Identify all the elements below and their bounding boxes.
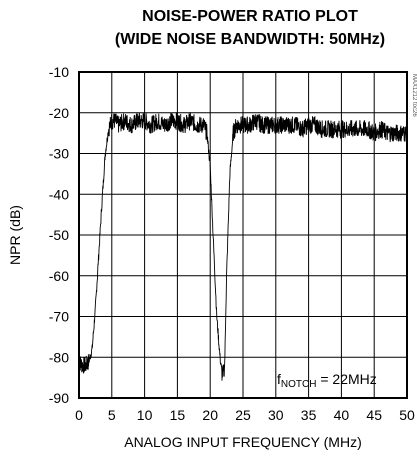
y-tick-label: -30 bbox=[49, 146, 69, 162]
x-tick-label: 15 bbox=[170, 407, 186, 423]
notch-annotation: fNOTCH = 22MHz bbox=[277, 371, 377, 390]
x-axis-ticks: 0 5 10 15 20 25 30 35 40 45 50 bbox=[75, 407, 415, 423]
y-axis-ticks: -10 -20 -30 -40 -50 -60 -70 -80 -90 bbox=[49, 64, 69, 406]
y-tick-label: -50 bbox=[49, 227, 69, 243]
x-tick-label: 40 bbox=[334, 407, 350, 423]
y-tick-label: -60 bbox=[49, 268, 69, 284]
x-tick-label: 5 bbox=[108, 407, 116, 423]
plot-area bbox=[78, 112, 408, 381]
y-tick-label: -40 bbox=[49, 186, 69, 202]
x-tick-label: 10 bbox=[137, 407, 153, 423]
x-tick-label: 30 bbox=[268, 407, 284, 423]
npr-series-line bbox=[78, 112, 408, 381]
x-tick-label: 50 bbox=[399, 407, 415, 423]
plot-frame bbox=[78, 71, 408, 399]
y-tick-label: -80 bbox=[49, 349, 69, 365]
x-tick-label: 45 bbox=[366, 407, 382, 423]
chart-title-line1: NOISE-POWER RATIO PLOT bbox=[142, 8, 358, 25]
figure-id: MAX1212 toc26 bbox=[411, 74, 417, 117]
x-tick-label: 20 bbox=[202, 407, 218, 423]
y-tick-label: -90 bbox=[49, 390, 69, 406]
x-axis-label: ANALOG INPUT FREQUENCY (MHz) bbox=[124, 434, 362, 450]
y-axis-label: NPR (dB) bbox=[7, 205, 23, 265]
y-tick-label: -10 bbox=[49, 64, 69, 80]
y-tick-label: -70 bbox=[49, 309, 69, 325]
chart-title-line2: (WIDE NOISE BANDWIDTH: 50MHz) bbox=[115, 31, 385, 48]
x-tick-label: 35 bbox=[301, 407, 317, 423]
x-tick-label: 25 bbox=[235, 407, 251, 423]
x-tick-label: 0 bbox=[75, 407, 83, 423]
y-tick-label: -20 bbox=[49, 105, 69, 121]
